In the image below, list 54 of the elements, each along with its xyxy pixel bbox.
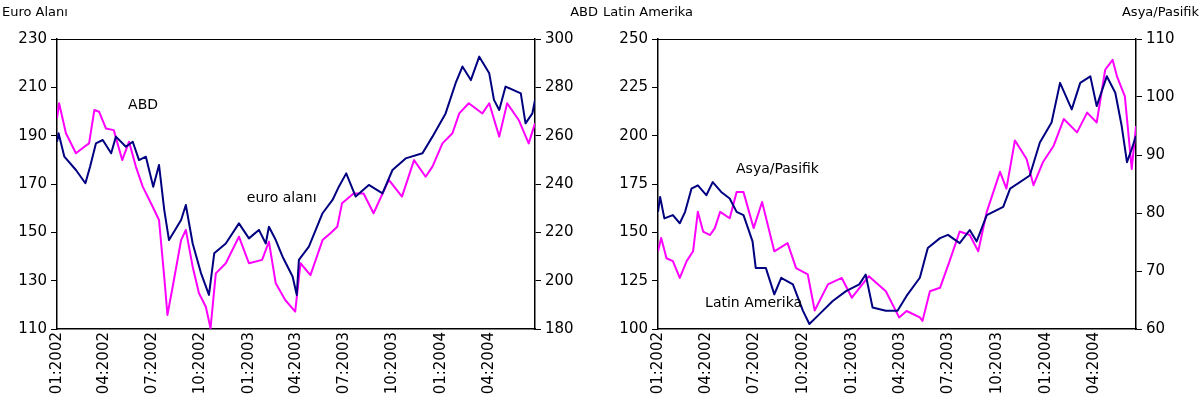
x-tick-label: 10:2003 [986, 332, 1005, 395]
y-tick-label: 190 [18, 125, 47, 144]
x-tick-label: 04:2002 [695, 332, 714, 395]
y-tick-label: 110 [18, 318, 47, 337]
x-tick-label: 01:2003 [841, 332, 860, 395]
x-tick-label: 07:2003 [937, 332, 956, 395]
series-label: ABD [128, 96, 159, 113]
y2-tick-label: 280 [545, 77, 574, 96]
y-tick-label: 175 [619, 173, 648, 192]
y-tick-label: 200 [619, 125, 648, 144]
x-tick-label: 04:2004 [478, 332, 497, 395]
y2-tick-label: 220 [545, 222, 574, 241]
y-axis-title: Latin Amerika [603, 3, 694, 19]
x-tick-label: 01:2004 [1035, 332, 1054, 395]
y-tick-label: 225 [619, 77, 648, 96]
x-tick-label: 01:2004 [430, 332, 449, 395]
y2-tick-label: 60 [1146, 318, 1166, 337]
y-axis-title: Euro Alanı [2, 3, 68, 19]
x-tick-label: 04:2003 [889, 332, 908, 395]
y2-tick-label: 80 [1146, 202, 1166, 221]
y-tick-label: 250 [619, 28, 648, 47]
y-tick-label: 150 [18, 222, 47, 241]
series-label: euro alanı [246, 189, 317, 206]
y-tick-label: 230 [18, 28, 47, 47]
y2-tick-label: 260 [545, 125, 574, 144]
y2-tick-label: 200 [545, 270, 574, 289]
y2-tick-label: 240 [545, 173, 574, 192]
x-tick-label: 10:2002 [190, 332, 209, 395]
series-label: Asya/Pasifik [736, 160, 820, 177]
x-tick-label: 10:2002 [792, 332, 811, 395]
y2-tick-label: 110 [1146, 28, 1175, 47]
y2-axis-title: ABD [570, 3, 598, 19]
y2-axis-title: Asya/Pasifik [1121, 3, 1200, 19]
x-tick-label: 04:2002 [94, 332, 113, 395]
x-tick-label: 07:2003 [334, 332, 353, 395]
x-tick-label: 01:2002 [46, 332, 65, 395]
y2-tick-label: 90 [1146, 144, 1166, 163]
x-tick-label: 04:2003 [286, 332, 305, 395]
y-tick-label: 100 [619, 318, 648, 337]
y-tick-label: 210 [18, 77, 47, 96]
x-tick-label: 07:2002 [744, 332, 763, 395]
y2-tick-label: 300 [545, 28, 574, 47]
y-tick-label: 125 [619, 270, 648, 289]
x-tick-label: 01:2003 [238, 332, 257, 395]
x-tick-label: 10:2003 [382, 332, 401, 395]
y2-tick-label: 180 [545, 318, 574, 337]
x-tick-label: 01:2002 [647, 332, 666, 395]
y2-tick-label: 100 [1146, 86, 1175, 105]
y-tick-label: 130 [18, 270, 47, 289]
y2-tick-label: 70 [1146, 260, 1166, 279]
x-tick-label: 04:2004 [1083, 332, 1102, 395]
y-tick-label: 150 [619, 222, 648, 241]
y-tick-label: 170 [18, 173, 47, 192]
x-tick-label: 07:2002 [142, 332, 161, 395]
